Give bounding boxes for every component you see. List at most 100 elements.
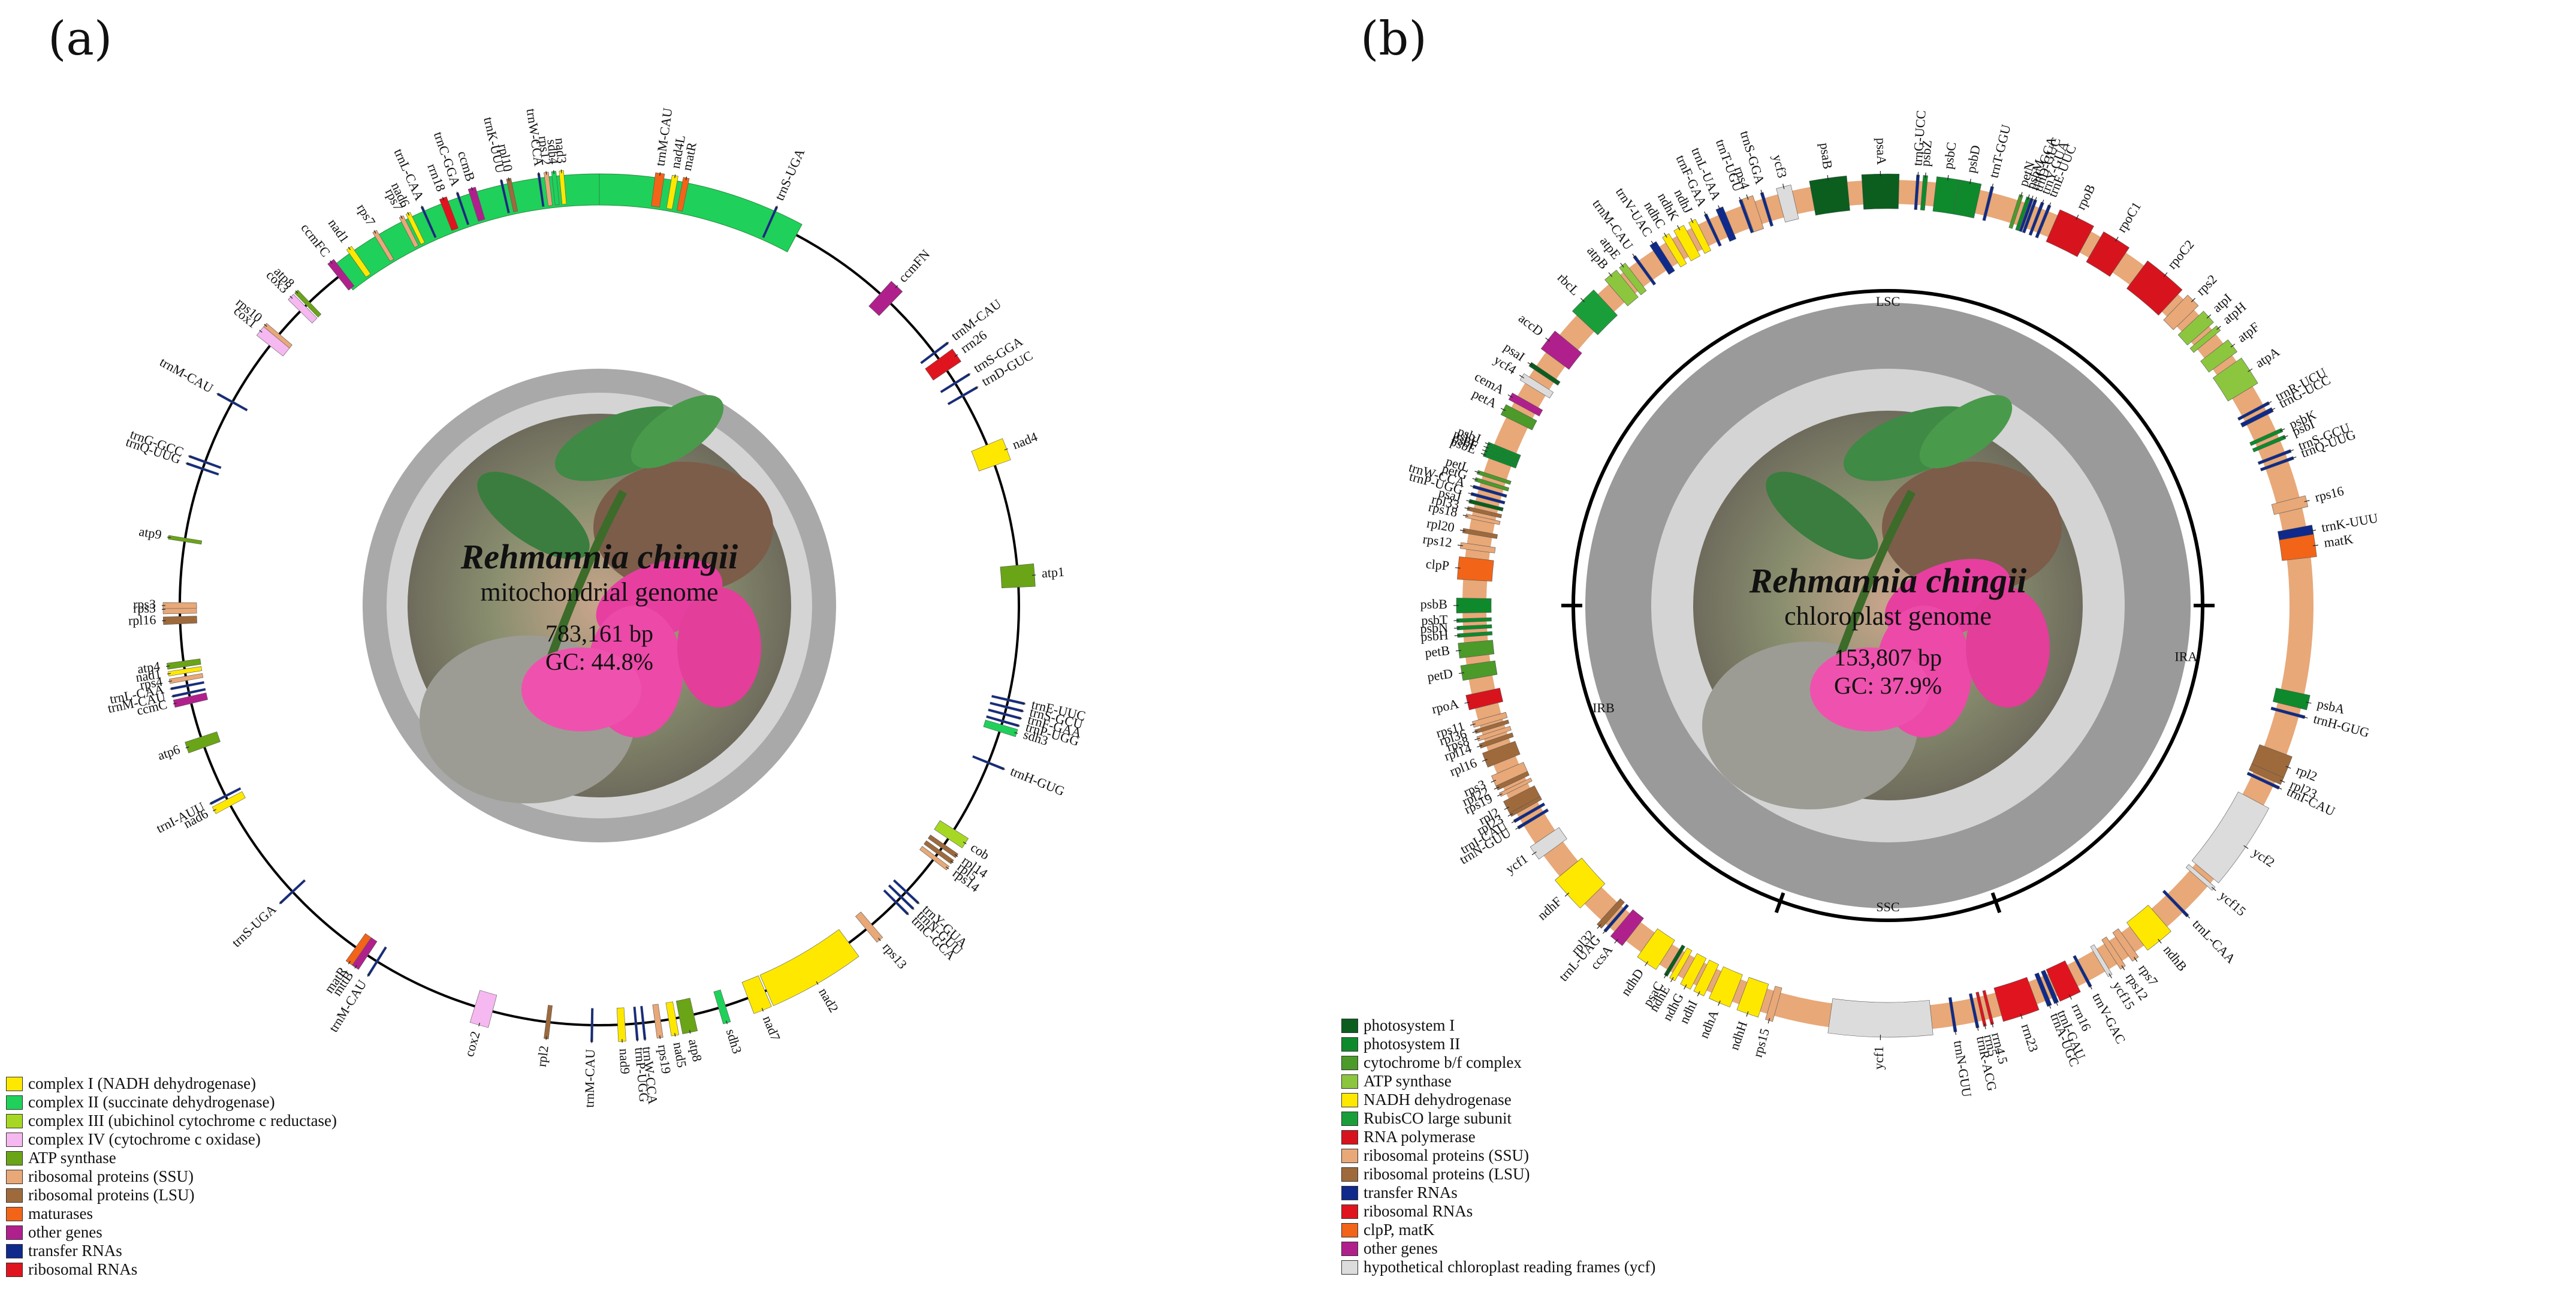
gene-label: trnS-UGA <box>771 146 807 203</box>
gene-block-trnP-UGG <box>986 715 1019 727</box>
gene-connector <box>2312 544 2319 546</box>
gene-connector <box>1917 171 1919 177</box>
gene-block-rpl23 <box>1509 796 1542 817</box>
gene-label: cox2 <box>461 1029 483 1058</box>
gene-connector <box>1782 183 1785 189</box>
legend-swatch <box>1341 1018 1358 1033</box>
gene-label: ycf1 <box>1503 851 1530 877</box>
gene-block-atp1 <box>1000 563 1036 589</box>
legend-item: transfer RNAs <box>6 1242 337 1260</box>
gene-connector <box>1457 544 1464 546</box>
gene-connector <box>1494 787 1500 790</box>
gene-block-trnF-GAA <box>988 708 1022 720</box>
gene-block-psaC <box>1664 944 1685 977</box>
mitochondrial-genome-map <box>179 185 1020 1026</box>
gene-label: rpoC2 <box>2164 237 2197 272</box>
gene-connector <box>1507 394 1513 398</box>
gene-block-ndhD <box>1637 928 1675 970</box>
gene-block-atp4 <box>167 658 201 670</box>
gene-block-rrn18 <box>439 196 459 231</box>
gene-block-rps2 <box>2163 294 2199 330</box>
gene-connector <box>945 342 949 345</box>
gene-connector <box>348 960 351 965</box>
gene-label: sdh4 <box>544 138 562 165</box>
gene-block-psaJ <box>1468 499 1504 512</box>
gene-block-rpl14 <box>928 835 958 859</box>
gene-block-rpoC2 <box>2126 260 2183 316</box>
gene-label: nad2 <box>816 985 841 1015</box>
gene-block-trnI-CAU <box>2246 772 2280 790</box>
gene-label: rpl2 <box>534 1045 551 1068</box>
gene-block-rps8 <box>1476 725 1512 742</box>
gene-connector <box>1602 929 1607 934</box>
gene-block-trnN-GUU <box>888 884 915 910</box>
gene-block-trnP-UGG <box>633 1006 639 1041</box>
gene-block-ndhF <box>1555 857 1606 909</box>
gene-block-ycf15 <box>2185 864 2216 891</box>
legend-swatch <box>6 1225 23 1240</box>
legend-label: photosystem II <box>1364 1035 1461 1053</box>
gene-connector <box>354 965 357 969</box>
gene-block-rps7 <box>2112 928 2139 962</box>
gene-block-rps16 <box>2271 495 2309 515</box>
gene-block-trnL-UAA <box>1715 206 1737 242</box>
legend-label: RubisCO large subunit <box>1364 1109 1512 1127</box>
gene-label: psbC <box>1940 141 1959 170</box>
legend-label: complex III (ubichinol cytochrome c redu… <box>28 1112 337 1130</box>
gene-connector <box>1527 362 1533 366</box>
gene-connector <box>1704 211 1707 217</box>
gene-block-trnM-CAU <box>172 688 206 698</box>
gene-connector <box>1746 194 1749 200</box>
legend-swatch <box>6 1169 23 1184</box>
gene-connector <box>2041 199 2044 205</box>
center-info-b: Rehmannia chingii chloroplast genome 153… <box>1738 561 2038 700</box>
legend-swatch <box>1341 1055 1358 1070</box>
gene-connector <box>2304 500 2310 502</box>
gene-block-cox2 <box>469 990 497 1028</box>
legend-item: ribosomal proteins (SSU) <box>6 1167 337 1186</box>
legend-swatch <box>1341 1074 1358 1089</box>
legend-swatch <box>1341 1111 1358 1126</box>
gene-connector <box>185 462 189 465</box>
gene-block-psbI <box>2252 435 2287 453</box>
gene-label: psaB <box>1817 142 1836 170</box>
gene-block-psbH <box>1457 631 1493 638</box>
gene-connector <box>2048 202 2052 208</box>
gene-block-rpoB <box>2046 209 2094 257</box>
gene-block-ycf4 <box>1519 373 1554 399</box>
gene-block-trnI-CAU <box>1513 802 1546 823</box>
gene-connector <box>264 324 267 327</box>
gene-connector <box>2191 297 2196 303</box>
flower-illustration <box>420 394 773 803</box>
gene-label: atp4 <box>137 658 161 676</box>
gene-label: nad7 <box>760 1014 783 1043</box>
legend-label: ribosomal RNAs <box>28 1260 138 1278</box>
gene-connector <box>279 901 282 905</box>
species-name: Rehmannia chingii <box>460 537 738 576</box>
legend-item: NADH dehydrogenase <box>1341 1091 1655 1109</box>
gene-connector <box>1482 449 1488 452</box>
gene-connector <box>1608 272 1613 277</box>
gene-connector <box>168 680 173 682</box>
center-info-a: Rehmannia chingii mitochondrial genome 7… <box>450 537 749 676</box>
gene-connector <box>967 373 971 376</box>
legend-swatch <box>1341 1260 1358 1275</box>
gene-label: psbH <box>1420 627 1449 644</box>
gene-block-psbL <box>1485 445 1520 462</box>
gene-block-clpP <box>1457 556 1494 582</box>
gene-block-rps15 <box>1765 986 1782 1022</box>
gene-connector <box>761 1008 764 1012</box>
gene-block-rrn4.5 <box>1982 990 1994 1025</box>
gene-connector <box>1925 172 1926 178</box>
gene-connector <box>2034 197 2037 203</box>
gene-label: rps7 <box>354 201 379 228</box>
gene-block-ndhG <box>1680 953 1707 990</box>
gene-block-ycf1 <box>1530 827 1567 860</box>
gene-block-trnD-GUC <box>947 386 978 405</box>
region-label-ssc: SSC <box>1876 899 1899 914</box>
gene-label: atp1 <box>1041 564 1065 581</box>
gene-connector <box>456 191 459 195</box>
gene-block-trnC-GCA <box>2019 198 2034 233</box>
gene-label: rps12 <box>1422 531 1453 550</box>
gene-block-rpl32 <box>1597 898 1625 929</box>
